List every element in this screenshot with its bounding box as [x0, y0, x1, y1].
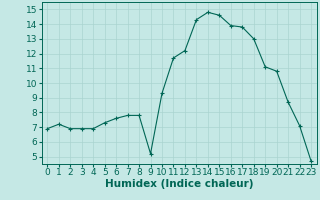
X-axis label: Humidex (Indice chaleur): Humidex (Indice chaleur)	[105, 179, 253, 189]
